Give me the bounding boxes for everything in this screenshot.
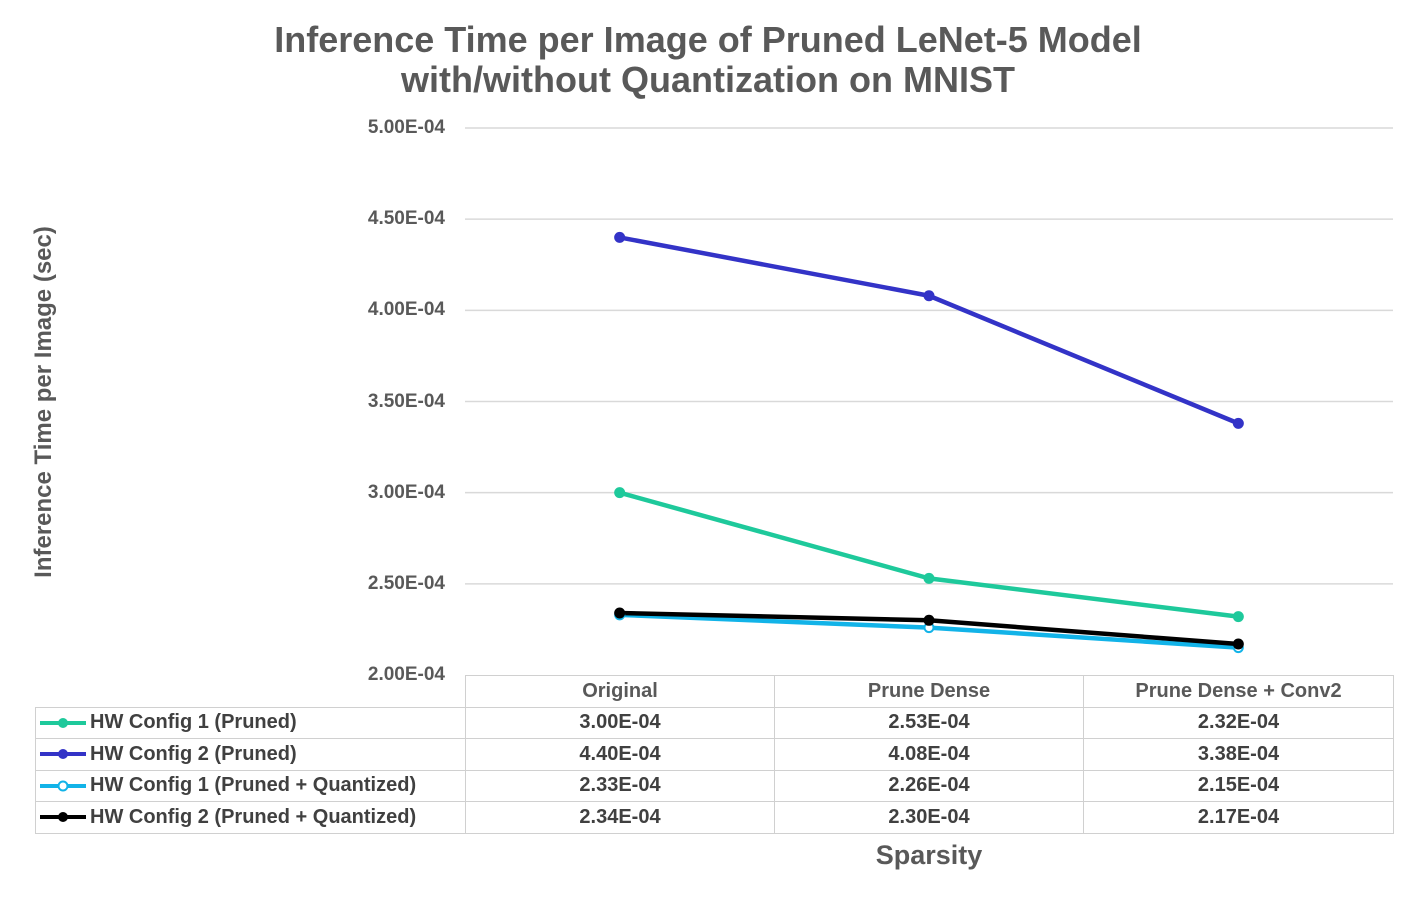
data-table-row: HW Config 2 (Pruned + Quantized) 2.34E-0… — [35, 801, 1394, 834]
data-point — [923, 572, 935, 584]
data-cell: 3.38E-04 — [1083, 738, 1394, 771]
chart-title-line-1: Inference Time per Image of Pruned LeNet… — [274, 19, 1142, 60]
data-cell: 2.17E-04 — [1083, 801, 1394, 834]
legend-key-icon — [40, 748, 86, 760]
data-cell: 4.40E-04 — [465, 738, 775, 771]
legend-entry: HW Config 2 (Pruned) — [35, 738, 466, 771]
data-table-header-row: Original Prune Dense Prune Dense + Conv2 — [35, 675, 1394, 708]
data-point — [614, 231, 626, 243]
legend-key-icon — [40, 811, 86, 823]
data-cell: 2.53E-04 — [774, 706, 1084, 739]
category-label: Original — [465, 675, 775, 708]
data-cell: 3.00E-04 — [465, 706, 775, 739]
data-cell: 2.26E-04 — [774, 769, 1084, 802]
data-table-row: HW Config 1 (Pruned + Quantized) 2.33E-0… — [35, 769, 1394, 802]
data-point — [1232, 638, 1244, 650]
data-table: Original Prune Dense Prune Dense + Conv2… — [35, 675, 1394, 834]
data-cell: 4.08E-04 — [774, 738, 1084, 771]
series-line — [619, 490, 1239, 619]
data-point — [923, 614, 935, 626]
legend-entry: HW Config 2 (Pruned + Quantized) — [35, 801, 466, 834]
legend-entry: HW Config 1 (Pruned + Quantized) — [35, 769, 466, 802]
category-label: Prune Dense — [774, 675, 1084, 708]
chart-title-line-2: with/without Quantization on MNIST — [401, 59, 1015, 100]
y-tick-label: 2.50E-04 — [367, 572, 445, 594]
series-name: HW Config 1 (Pruned) — [90, 711, 297, 734]
data-point — [614, 487, 626, 499]
data-table-row: HW Config 1 (Pruned) 3.00E-04 2.53E-04 2… — [35, 706, 1394, 739]
data-cell: 2.15E-04 — [1083, 769, 1394, 802]
data-table-corner — [35, 675, 466, 708]
data-point — [1232, 417, 1244, 429]
x-axis-title: Sparsity — [875, 840, 983, 870]
y-tick-label: 3.50E-04 — [367, 390, 445, 412]
data-point — [1232, 611, 1244, 623]
y-tick-label: 5.00E-04 — [367, 117, 445, 138]
data-point — [614, 607, 626, 619]
data-cell: 2.30E-04 — [774, 801, 1084, 834]
series-name: HW Config 2 (Pruned) — [90, 742, 297, 765]
data-cell: 2.34E-04 — [465, 801, 775, 834]
data-table-row: HW Config 2 (Pruned) 4.40E-04 4.08E-04 3… — [35, 738, 1394, 771]
y-tick-label: 4.00E-04 — [367, 299, 445, 321]
series-name: HW Config 2 (Pruned + Quantized) — [90, 805, 417, 828]
series-line — [619, 235, 1240, 426]
y-tick-label: 4.50E-04 — [367, 208, 445, 230]
data-point — [923, 290, 935, 302]
category-label: Prune Dense + Conv2 — [1083, 675, 1394, 708]
legend-key-icon — [40, 780, 86, 792]
legend-entry: HW Config 1 (Pruned) — [35, 706, 466, 739]
y-tick-label: 3.00E-04 — [367, 481, 445, 503]
legend-key-icon — [40, 717, 86, 729]
data-cell: 2.33E-04 — [465, 769, 775, 802]
data-cell: 2.32E-04 — [1083, 706, 1394, 739]
series-name: HW Config 1 (Pruned + Quantized) — [90, 774, 417, 797]
